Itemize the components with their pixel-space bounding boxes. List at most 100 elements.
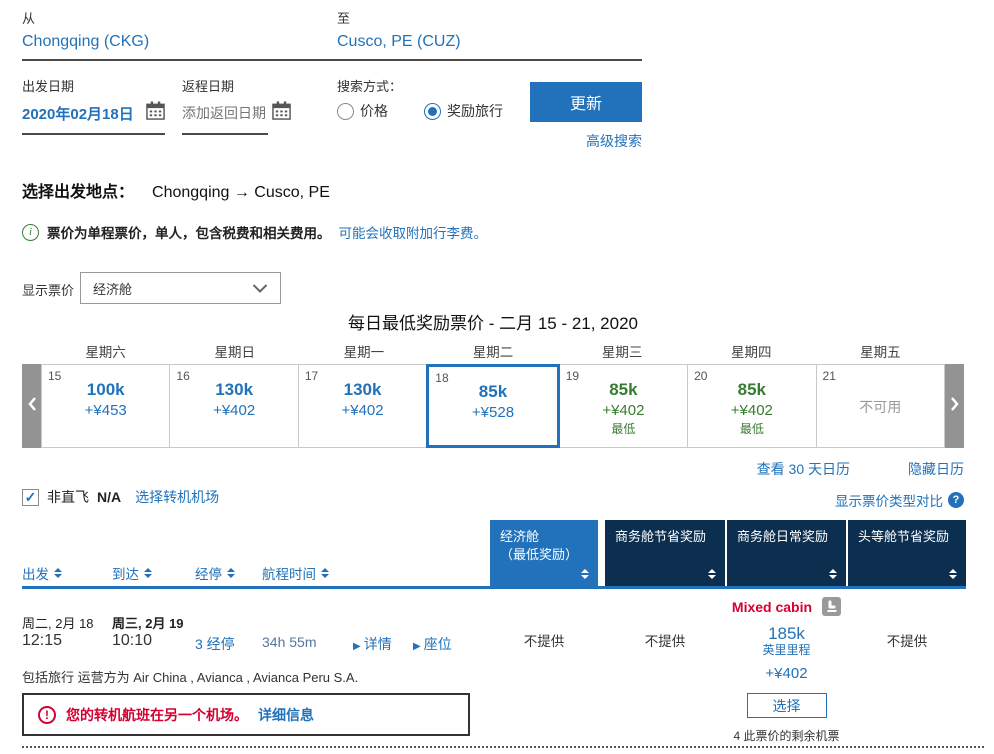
radio-price[interactable]: 价格: [337, 101, 388, 121]
depart-date-label: 出发日期: [22, 79, 75, 94]
flight-arrive-time: 10:10: [112, 632, 153, 649]
day-miles: 130k: [215, 380, 254, 399]
sort-icon: [949, 569, 957, 579]
day-miles: 85k: [737, 380, 766, 399]
nonstop-filter: ✓ 非直飞 N/A 选择转机机场: [22, 487, 219, 507]
view-30-day-calendar-link[interactable]: 查看 30 天日历: [756, 461, 850, 477]
cabin-header-business-everyday[interactable]: 商务舱日常奖励: [727, 520, 846, 586]
calendar-day-19[interactable]: 19 85k +¥402 最低: [558, 364, 689, 448]
calendar-day-16[interactable]: 16 130k +¥402: [169, 364, 299, 448]
day-number: 16: [176, 369, 190, 383]
chevron-left-icon: [27, 396, 37, 417]
cabin-select-value: 经济舱: [93, 281, 133, 297]
sort-arrive[interactable]: 到达: [112, 563, 152, 583]
sort-depart-label: 出发: [22, 567, 49, 582]
sort-duration-label: 航程时间: [262, 567, 316, 582]
cabin-select[interactable]: 经济舱: [80, 272, 281, 304]
cabin-header-economy[interactable]: 经济舱 （最低奖励）: [490, 520, 598, 586]
calendar-day-17[interactable]: 17 130k +¥402: [297, 364, 428, 448]
fare-cell-business-everyday: 185k 英里里程 +¥402 选择 4 此票价的剩余机票: [727, 624, 846, 744]
fare-miles: 185k: [768, 624, 805, 643]
sort-icon: [321, 568, 329, 578]
day-miles: 85k: [609, 380, 638, 399]
radio-award[interactable]: 奖励旅行: [424, 101, 503, 121]
calendar-day-15[interactable]: 15 100k +¥453: [41, 364, 171, 448]
mixed-cabin-label: Mixed cabin: [731, 598, 813, 615]
to-label: 至: [337, 11, 351, 26]
fare-fee: +¥402: [765, 665, 808, 682]
day-miles: 85k: [478, 382, 508, 401]
day-lowest-tag: 最低: [611, 422, 636, 436]
update-button[interactable]: 更新: [530, 82, 642, 122]
from-value[interactable]: Chongqing (CKG): [22, 33, 150, 50]
sort-depart[interactable]: 出发: [22, 563, 62, 583]
fare-filter-label: 显示票价: [22, 283, 75, 298]
calendar-weekday-row: 星期六 星期日 星期一 星期二 星期三 星期四 星期五: [41, 341, 945, 361]
warning-icon: !: [38, 705, 56, 724]
search-type-label: 搜索方式：: [337, 79, 403, 94]
nonstop-checkbox[interactable]: ✓: [22, 488, 39, 506]
return-date-placeholder[interactable]: 添加返回日期: [182, 105, 266, 121]
depart-date-value[interactable]: 2020年02月18日: [22, 105, 134, 123]
calendar-icon[interactable]: [146, 101, 165, 125]
fare-cell-economy: 不提供: [523, 634, 565, 649]
sort-stops[interactable]: 经停: [195, 563, 235, 583]
cabin-header-line2: （最低奖励）: [500, 547, 579, 562]
from-field[interactable]: 从 Chongqing (CKG): [22, 8, 360, 61]
return-date-label: 返程日期: [182, 79, 235, 94]
weekday-label: 星期日: [214, 345, 255, 360]
calendar-day-21-unavailable: 21 不可用: [815, 364, 945, 448]
hide-calendar-link[interactable]: 隐藏日历: [908, 461, 964, 477]
route-heading-label: 选择出发地点：: [22, 184, 135, 201]
calendar-icon[interactable]: [272, 101, 291, 125]
sort-icon: [144, 568, 152, 578]
calendar-strip: 15 100k +¥453 16 130k +¥402 17 130k +¥402 1…: [41, 364, 945, 448]
nonstop-value: N/A: [97, 489, 122, 505]
day-number: 18: [435, 371, 449, 385]
radio-award-dot[interactable]: [424, 102, 441, 120]
calendar-day-20[interactable]: 20 85k +¥402 最低: [687, 364, 817, 448]
sort-icon: [54, 568, 62, 578]
search-type-group: 搜索方式： 价格 奖励旅行: [337, 76, 503, 121]
mixed-cabin-row: Mixed cabin: [727, 597, 846, 616]
nonstop-label: 非直飞: [47, 489, 89, 505]
calendar-prev-button[interactable]: [22, 364, 41, 448]
radio-price-dot[interactable]: [337, 102, 354, 120]
baggage-fee-link[interactable]: 可能会收取附加行李费。: [338, 226, 488, 241]
fare-miles-label: 英里里程: [762, 643, 811, 657]
route-heading-value: Chongqing → Cusco, PE: [152, 184, 330, 201]
operated-by-text: 包括旅行 运营方为 Air China , Avianca , Avianca …: [22, 670, 359, 685]
to-field[interactable]: 至 Cusco, PE (CUZ): [337, 8, 642, 61]
day-miles: 100k: [86, 380, 125, 399]
to-value[interactable]: Cusco, PE (CUZ): [337, 33, 461, 50]
details-link-label: 详情: [363, 636, 392, 652]
return-date-field[interactable]: 返程日期 添加返回日期: [182, 76, 291, 135]
calendar-next-button[interactable]: [945, 364, 964, 448]
route-heading: 选择出发地点： Chongqing → Cusco, PE: [22, 178, 330, 202]
compare-fare-types-link[interactable]: 显示票价类型对比: [835, 494, 943, 509]
day-fee: +¥402: [730, 402, 773, 419]
triangle-right-icon: ▶: [353, 641, 361, 652]
question-icon[interactable]: ?: [948, 492, 964, 508]
seats-link-label: 座位: [423, 636, 452, 652]
select-fare-button[interactable]: 选择: [746, 693, 827, 718]
calendar-title: 每日最低奖励票价 - 二月 15 - 21, 2020: [347, 314, 639, 333]
stops-link[interactable]: 3 经停: [195, 636, 235, 652]
radio-award-label: 奖励旅行: [447, 103, 503, 119]
row-separator: [22, 746, 984, 748]
sort-duration[interactable]: 航程时间: [262, 563, 329, 583]
details-link[interactable]: ▶ 详情: [353, 634, 392, 654]
seats-link[interactable]: ▶ 座位: [413, 634, 452, 654]
cabin-header-business-saver[interactable]: 商务舱节省奖励: [605, 520, 725, 586]
day-fee: +¥402: [213, 402, 256, 419]
seat-icon[interactable]: [822, 597, 842, 616]
calendar-day-18-selected[interactable]: 18 85k +¥528: [426, 364, 560, 448]
advanced-search-link[interactable]: 高级搜索: [586, 133, 642, 149]
day-unavailable-text: 不可用: [859, 399, 902, 415]
flight-depart-date: 周二, 2月 18: [22, 616, 94, 631]
sort-icon: [708, 569, 716, 579]
warning-details-link[interactable]: 详细信息: [258, 706, 314, 723]
choose-connection-airport-link[interactable]: 选择转机机场: [135, 489, 220, 505]
cabin-header-first-saver[interactable]: 头等舱节省奖励: [848, 520, 966, 586]
depart-date-field[interactable]: 出发日期 2020年02月18日: [22, 76, 165, 135]
